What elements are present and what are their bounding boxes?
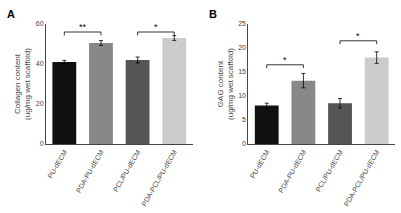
svg-text:20: 20 xyxy=(238,44,246,51)
svg-text:0: 0 xyxy=(40,140,44,147)
svg-text:10: 10 xyxy=(238,92,246,99)
svg-text:PU-dECM: PU-dECM xyxy=(249,149,271,180)
svg-text:60: 60 xyxy=(36,20,44,27)
svg-text:*: * xyxy=(154,22,158,32)
svg-text:20: 20 xyxy=(36,100,44,107)
svg-text:Collagen content(ug/mg wet sca: Collagen content(ug/mg wet scaffold) xyxy=(13,48,32,120)
svg-text:*: * xyxy=(356,31,360,41)
svg-text:GAG content(ug/mg wet scaffold: GAG content(ug/mg wet scaffold) xyxy=(216,48,235,120)
svg-text:0: 0 xyxy=(242,140,246,147)
svg-text:25: 25 xyxy=(238,20,246,27)
svg-text:**: ** xyxy=(79,22,87,32)
svg-text:PDA-PCL/PU-dECM: PDA-PCL/PU-dECM xyxy=(140,149,178,208)
svg-text:40: 40 xyxy=(36,60,44,67)
svg-text:15: 15 xyxy=(238,68,246,75)
svg-text:PU-dECM: PU-dECM xyxy=(46,149,68,180)
svg-text:PCL/PU-dECM: PCL/PU-dECM xyxy=(314,149,344,193)
svg-text:PCL/PU-dECM: PCL/PU-dECM xyxy=(112,149,142,193)
svg-text:PDA-PCL/PU-dECM: PDA-PCL/PU-dECM xyxy=(343,149,381,208)
svg-text:A: A xyxy=(7,8,15,20)
svg-text:PDA-PU-dECM: PDA-PU-dECM xyxy=(75,149,105,194)
svg-text:*: * xyxy=(283,55,287,65)
svg-text:B: B xyxy=(209,8,217,20)
svg-text:PDA-PU-dECM: PDA-PU-dECM xyxy=(277,149,307,194)
svg-text:5: 5 xyxy=(242,116,246,123)
